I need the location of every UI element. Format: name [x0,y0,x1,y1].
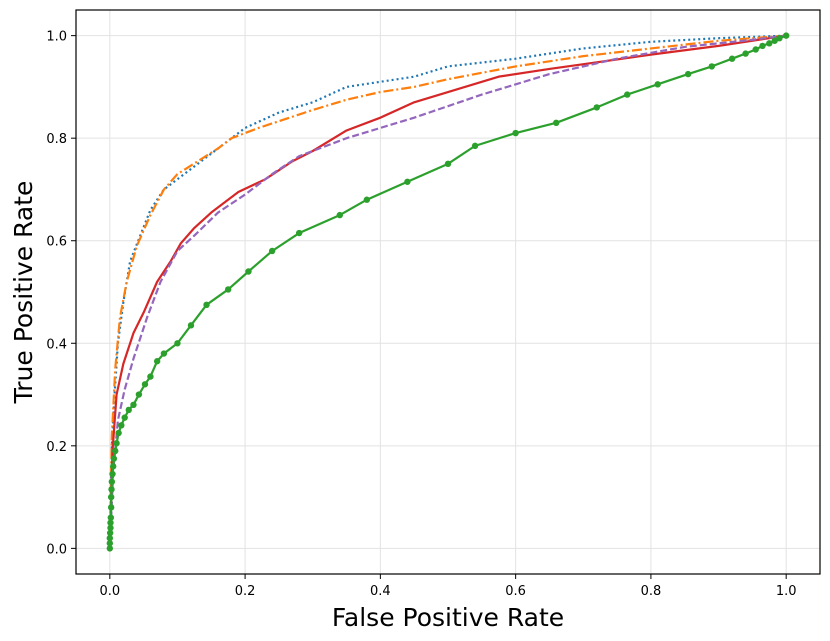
series-4-point [125,406,132,414]
series-4-point [106,534,114,542]
y-axis-title: True Positive Rate [9,181,38,405]
series-4-point [766,40,773,47]
series-4-point [153,358,161,365]
y-tick-label: 0.4 [46,337,67,352]
series-4-point [106,540,114,547]
series-4-point [107,493,115,501]
series-4-point [404,178,411,185]
series-4-point [135,391,143,398]
series-4-point [684,70,692,78]
series-4-point [174,340,181,347]
y-tick-label: 1.0 [46,30,67,45]
x-tick-label: 0.2 [235,584,256,599]
series-4-point [115,429,122,437]
series-4-point [121,414,128,421]
series-4-point [110,455,118,462]
series-4-point [776,35,783,42]
y-tick-label: 0.2 [46,440,67,455]
series-4-point [110,463,117,470]
series-4-point [296,229,303,237]
series-4-point [782,32,790,39]
series-4-point [109,470,116,478]
x-tick-label: 1.0 [776,584,797,599]
series-4-point [106,545,114,552]
series-4-point [742,50,749,57]
series-4-point [654,81,661,88]
series-4-point [108,486,115,493]
series-4-point [113,440,120,447]
x-tick-label: 0.6 [505,584,526,599]
y-tick-label: 0.0 [46,542,67,557]
series-4-point [107,524,114,532]
series-4-point [160,350,168,357]
series-4-point [108,478,116,485]
series-4-point [224,286,232,293]
series-4-point [512,129,519,137]
series-3 [108,34,787,549]
series-4-point [107,504,115,511]
x-tick-label: 0.0 [99,584,120,599]
series-4-point [203,301,210,309]
series-4-point [141,381,149,388]
series-4-point [728,55,736,62]
series-4-point [107,519,114,526]
series-4-point [268,247,276,255]
series-4-point [130,401,137,408]
series-line-3 [108,34,787,549]
series-4-point [471,142,479,150]
tick-layer: 0.0 0.2 0.4 0.6 0.8 1.0 0.0 0.2 0.4 0.6 0.8 1.0 [46,30,796,599]
series-4-point [336,211,343,219]
series-4-point [147,373,154,380]
series-4-point [112,447,119,455]
series-4-point [187,322,195,329]
series-4-point [553,119,560,127]
series-4-point [118,422,125,429]
series-4 [106,32,790,552]
y-tick-label: 0.8 [46,132,67,147]
series-4-point [245,268,252,275]
series-4-point [752,46,759,53]
plot-frame [75,9,821,575]
series-4-point [363,196,371,203]
series-4-point [593,104,600,111]
series-1 [108,34,787,549]
x-tick-label: 0.8 [641,584,662,599]
series-4-point [106,529,114,537]
series-4-point [708,63,715,70]
y-tick-label: 0.6 [46,235,67,250]
series-layer [106,32,790,552]
series-4-point [107,514,115,521]
series-line-1 [108,34,787,549]
series-4-point [771,37,778,44]
series-4-point [444,160,452,168]
series-4-point [759,42,766,50]
series-4-point [624,91,631,98]
x-tick-label: 0.4 [370,584,391,599]
grid-lines [76,10,820,574]
x-axis-title: False Positive Rate [332,603,564,632]
